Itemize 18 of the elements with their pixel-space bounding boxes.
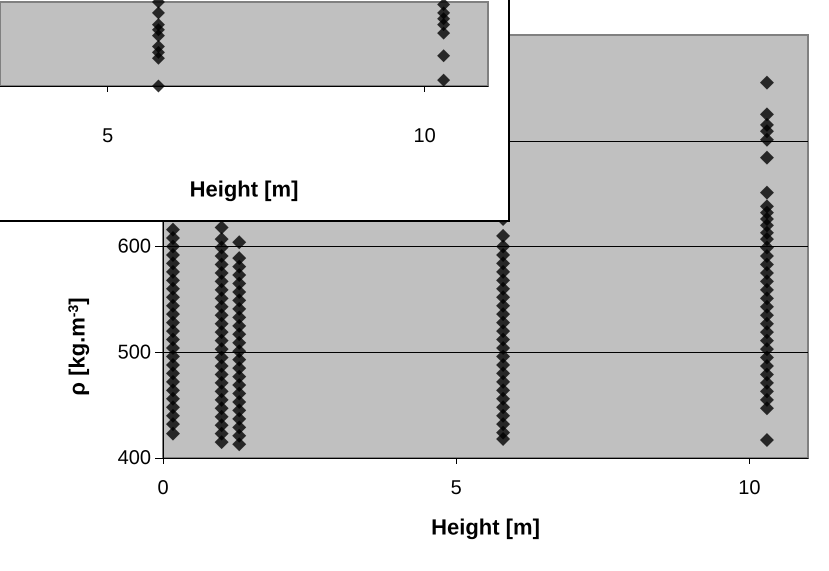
y-tick-label: 600 [118, 236, 151, 258]
x-axis-title: Height [m] [431, 514, 540, 540]
point [437, 0, 450, 12]
x-axis-title: Height [m] [190, 176, 298, 202]
x-tick-label: 10 [738, 477, 760, 499]
x-tick-label: 5 [450, 477, 462, 499]
y-tick-label: 400 [118, 447, 151, 469]
point [437, 74, 450, 87]
y-tick-label: 500 [118, 341, 151, 364]
x-tick-label: 0 [157, 477, 169, 499]
x-tick-label: 5 [102, 125, 114, 147]
x-tick-label: 10 [414, 125, 436, 147]
point [152, 80, 165, 92]
point [152, 6, 165, 20]
y-axis-title: ρ [kg.m-3] [64, 297, 90, 396]
point [152, 18, 165, 32]
point [152, 40, 165, 54]
point [437, 49, 450, 62]
